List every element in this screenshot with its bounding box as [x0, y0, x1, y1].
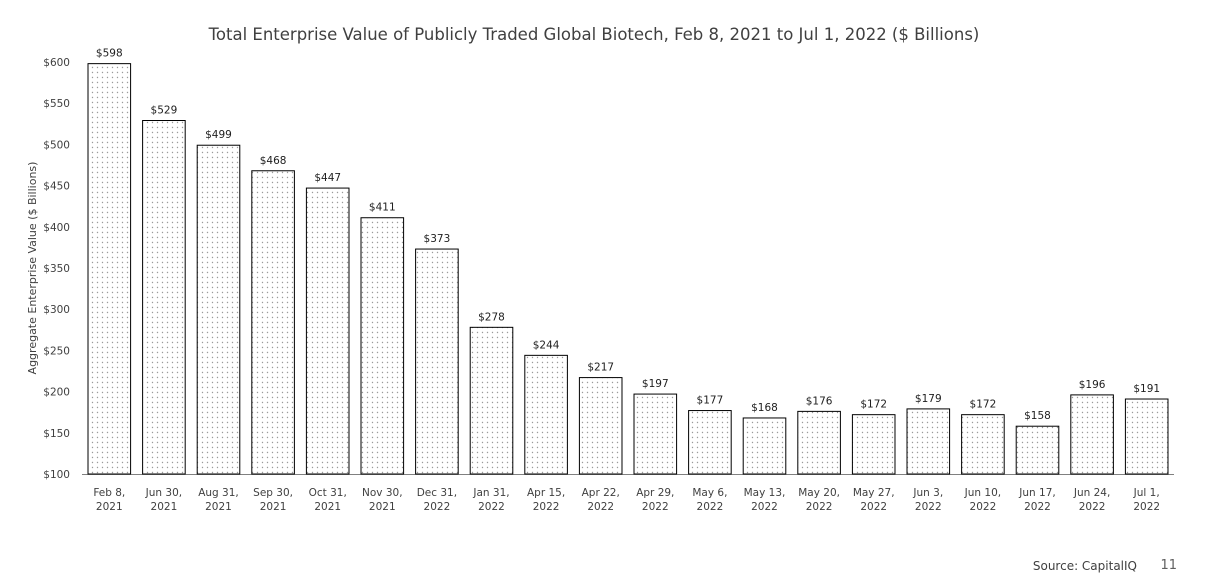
data-label: $278 — [478, 311, 505, 323]
data-label: $373 — [424, 233, 451, 245]
x-tick-label: Jan 31, 2022 — [472, 487, 509, 513]
y-tick-label: $500 — [43, 139, 70, 151]
data-label: $168 — [751, 402, 778, 414]
x-tick-label: May 27, 2022 — [853, 487, 895, 513]
bar — [360, 217, 405, 475]
data-label: $244 — [533, 339, 560, 351]
bar — [633, 393, 678, 475]
x-tick-label: Apr 29, 2022 — [636, 487, 674, 513]
bar — [196, 144, 241, 475]
bar — [742, 417, 787, 475]
page-number: 11 — [1160, 558, 1177, 573]
data-label: $191 — [1133, 383, 1160, 395]
data-label: $217 — [587, 362, 614, 374]
bar — [961, 414, 1005, 475]
bar — [797, 410, 841, 475]
bars — [87, 63, 1169, 475]
bar — [415, 248, 459, 475]
x-tick-label: May 13, 2022 — [744, 487, 786, 513]
x-tick-label: Sep 30, 2021 — [253, 487, 293, 513]
x-tick-label: Nov 30, 2021 — [362, 487, 403, 513]
data-label: $172 — [860, 399, 887, 411]
bar — [305, 187, 350, 475]
bar — [469, 326, 514, 475]
bar — [142, 120, 186, 475]
x-tick-label: Aug 31, 2021 — [198, 487, 239, 513]
bar — [1015, 425, 1060, 475]
x-tick-label: Jun 17, 2022 — [1018, 487, 1055, 513]
bar — [688, 410, 732, 475]
data-label: $598 — [96, 48, 123, 60]
x-tick-label: Jun 3, 2022 — [912, 487, 943, 513]
bar — [251, 170, 295, 475]
y-tick-label: $100 — [43, 469, 70, 481]
data-label: $197 — [642, 378, 669, 390]
data-label: $172 — [970, 399, 997, 411]
y-tick-label: $550 — [43, 98, 70, 110]
bar — [1070, 394, 1114, 475]
chart-title: Total Enterprise Value of Publicly Trade… — [208, 25, 980, 44]
x-tick-label: May 20, 2022 — [798, 487, 840, 513]
x-tick-label: Oct 31, 2021 — [309, 487, 347, 513]
x-tick-label: May 6, 2022 — [692, 487, 727, 513]
y-tick-label: $400 — [43, 222, 70, 234]
x-tick-label: Jun 30, 2021 — [145, 487, 182, 513]
y-tick-label: $300 — [43, 304, 70, 316]
data-label: $158 — [1024, 410, 1051, 422]
y-axis-label: Aggregate Enterprise Value ($ Billions) — [26, 162, 39, 375]
data-label: $529 — [151, 105, 178, 117]
y-tick-label: $150 — [43, 428, 70, 440]
x-tick-label: Feb 8, 2021 — [93, 487, 125, 513]
x-tick-label: Apr 15, 2022 — [527, 487, 565, 513]
data-label: $447 — [314, 172, 341, 184]
y-tick-label: $450 — [43, 181, 70, 193]
x-axis: Feb 8, 2021 Jun 30, 2021 Aug 31, 2021 Sep 30, 2… — [93, 487, 1160, 513]
x-tick-label: Jun 24, 2022 — [1073, 487, 1110, 513]
bar — [87, 63, 132, 475]
y-tick-label: $600 — [43, 57, 70, 69]
y-tick-label: $200 — [43, 387, 70, 399]
bar — [578, 377, 623, 475]
value-labels: $598 $529 $499 $468 $447 $411 $373 $278 $244 $217… — [96, 48, 1160, 423]
y-axis: $100 $150 $200 $250 $300 $350 $400 $450 $500 $550… — [43, 57, 70, 481]
x-tick-label: Jun 10, 2022 — [964, 487, 1001, 513]
bar — [906, 408, 951, 475]
x-tick-label: Jul 1, 2022 — [1133, 487, 1160, 513]
data-label: $176 — [806, 395, 833, 407]
source-note: Source: CapitalIQ — [1032, 559, 1137, 573]
bar — [1124, 398, 1169, 475]
x-tick-label: Dec 31, 2022 — [417, 487, 457, 513]
bar — [524, 354, 568, 475]
data-label: $179 — [915, 393, 942, 405]
data-label: $411 — [369, 202, 396, 214]
data-label: $177 — [697, 395, 724, 407]
bar-chart: Total Enterprise Value of Publicly Trade… — [26, 25, 1174, 513]
data-label: $196 — [1079, 379, 1106, 391]
data-label: $468 — [260, 155, 287, 167]
data-label: $499 — [205, 129, 232, 141]
y-tick-label: $350 — [43, 263, 70, 275]
y-tick-label: $250 — [43, 345, 70, 357]
x-tick-label: Apr 22, 2022 — [582, 487, 620, 513]
bar — [851, 414, 896, 475]
